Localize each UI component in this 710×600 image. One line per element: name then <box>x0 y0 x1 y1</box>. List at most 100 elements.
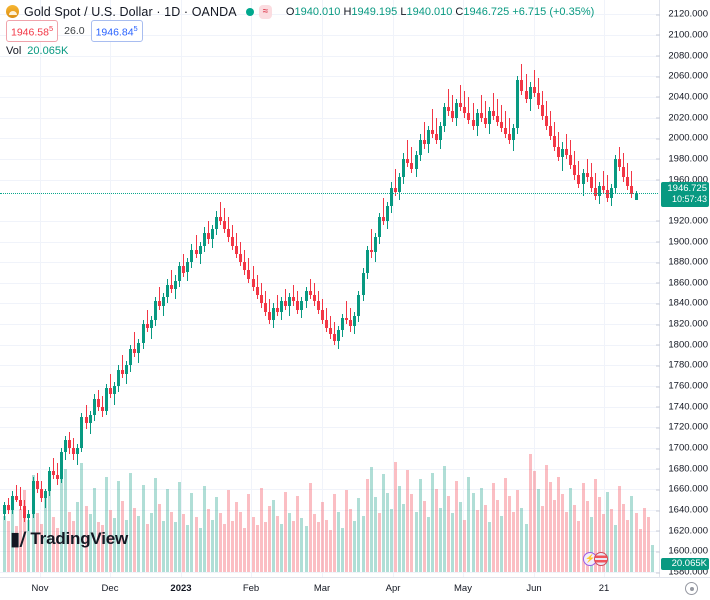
volume-bar <box>328 530 332 572</box>
candle-wick <box>554 121 555 151</box>
volume-bar <box>222 524 226 572</box>
volume-bar <box>295 496 299 572</box>
candle-wick <box>310 278 311 300</box>
candle-body <box>206 233 210 240</box>
volume-bar <box>149 513 153 572</box>
candle-body <box>275 307 279 312</box>
candle-wick <box>236 233 237 259</box>
axis-settings-icon[interactable] <box>685 582 698 595</box>
price-axis-tick: 1840.000 <box>656 298 710 309</box>
price-axis-tick: 1760.000 <box>656 381 710 392</box>
candle-body <box>401 158 405 178</box>
candle-body <box>422 140 426 145</box>
volume-bar <box>487 522 491 572</box>
candle-body <box>613 158 617 188</box>
candle-wick <box>171 270 172 294</box>
candle-body <box>438 125 442 141</box>
candle-body <box>560 148 564 157</box>
volume-bar <box>524 524 528 572</box>
grid-line-horizontal <box>0 56 660 57</box>
price-axis-tick: 2120.000 <box>656 9 710 20</box>
candle-body <box>259 295 263 304</box>
candle-body <box>26 514 30 519</box>
candle-body <box>548 125 552 137</box>
us-flag-badge-icon[interactable] <box>594 552 608 566</box>
time-axis-tick: Dec <box>101 583 119 594</box>
time-axis[interactable]: Nov Dec 2023 Feb Mar Apr May Jun 21 <box>0 577 710 600</box>
chart-plot-area[interactable]: ▮/ TradingView ⚡ <box>0 0 660 578</box>
volume-bar <box>377 513 381 572</box>
candle-body <box>344 317 348 320</box>
grid-line-horizontal <box>0 262 660 263</box>
candle-body <box>55 474 59 480</box>
candle-wick <box>407 140 408 168</box>
candle-body <box>22 505 26 519</box>
candle-body <box>564 148 568 155</box>
volume-bar <box>2 516 6 572</box>
price-axis-tick: 2080.000 <box>656 50 710 61</box>
volume-bar <box>430 473 434 572</box>
candle-wick <box>468 96 469 124</box>
volume-bar <box>491 483 495 572</box>
ask-price-pill[interactable]: 1946.845 <box>90 20 143 42</box>
volume-bar <box>642 508 646 572</box>
candle-body <box>466 113 470 120</box>
volume-bar <box>381 474 385 572</box>
market-open-dot-icon[interactable] <box>245 7 254 16</box>
grid-line-horizontal <box>0 345 660 346</box>
volume-bar <box>495 500 499 572</box>
candle-body <box>397 177 401 192</box>
grid-line-vertical <box>393 0 394 578</box>
candle-body <box>434 134 438 141</box>
candle-body <box>446 107 450 112</box>
candle-wick <box>314 282 315 306</box>
volume-bar <box>185 525 189 572</box>
candle-body <box>585 173 589 178</box>
volume-bar <box>475 510 479 572</box>
volume-bar <box>332 494 336 572</box>
volume-bar <box>18 509 22 572</box>
grid-line-horizontal <box>0 448 660 449</box>
volume-bar <box>483 505 487 572</box>
candle-body <box>279 301 283 312</box>
approx-badge-icon[interactable]: ≈ <box>258 4 272 19</box>
volume-bar <box>35 513 39 572</box>
candle-body <box>381 216 385 221</box>
symbol-title[interactable]: Gold Spot / U.S. Dollar · 1D · OANDA <box>24 4 237 19</box>
ohlc-high-value: 1949.195 <box>351 5 398 18</box>
candle-body <box>10 495 14 511</box>
candle-body <box>369 249 373 252</box>
candle-body <box>67 439 71 449</box>
volume-bar <box>536 489 540 572</box>
volume-bar <box>263 522 267 572</box>
volume-bar <box>511 512 515 572</box>
grid-line-vertical <box>40 0 41 578</box>
candle-body <box>185 262 189 273</box>
candle-body <box>495 115 499 122</box>
ohlc-close-label: C <box>455 5 464 18</box>
current-price-tag: 1946.725 10:57:43 <box>661 182 709 208</box>
candle-wick <box>493 92 494 120</box>
candle-wick <box>45 489 46 508</box>
volume-bar <box>291 521 295 572</box>
bid-price-pill[interactable]: 1946.585 <box>6 20 59 42</box>
volume-bar <box>442 466 446 572</box>
candle-wick <box>57 462 58 486</box>
price-axis-tick: 1620.000 <box>656 525 710 536</box>
volume-bar <box>634 513 638 572</box>
volume-bar <box>458 502 462 572</box>
chart-corner-badges[interactable]: ⚡ <box>583 552 608 566</box>
candle-body <box>149 320 153 329</box>
volume-bar <box>324 520 328 572</box>
candle-wick <box>346 301 347 325</box>
price-axis-tick: 1720.000 <box>656 422 710 433</box>
candle-body <box>291 297 295 302</box>
candle-body <box>194 249 198 254</box>
bolt-badge-icon[interactable]: ⚡ <box>583 552 597 566</box>
candle-body <box>450 111 454 118</box>
volume-bar <box>613 525 617 572</box>
candle-body <box>552 136 556 147</box>
price-axis[interactable]: 1946.725 10:57:43 20.065K 2120.000 2100.0… <box>656 0 710 578</box>
grid-line-horizontal <box>0 427 660 428</box>
